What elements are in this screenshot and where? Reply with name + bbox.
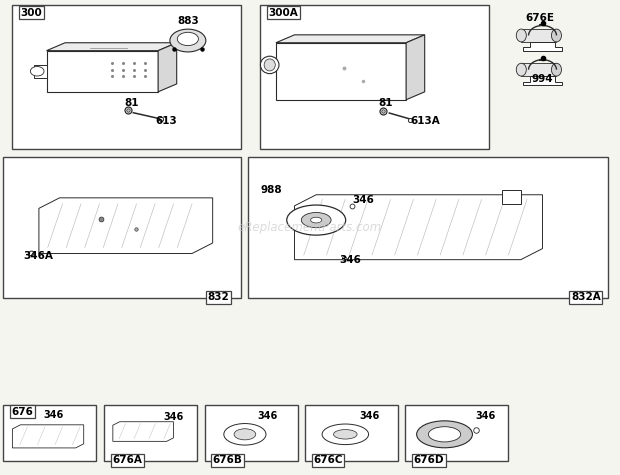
Polygon shape <box>12 425 84 448</box>
Text: 676E: 676E <box>526 12 555 23</box>
Ellipse shape <box>264 59 275 71</box>
Ellipse shape <box>516 29 526 42</box>
Text: 832A: 832A <box>571 292 601 302</box>
Ellipse shape <box>417 421 472 448</box>
Text: 300: 300 <box>20 8 42 18</box>
Polygon shape <box>276 35 425 43</box>
Ellipse shape <box>234 429 255 440</box>
Text: 346A: 346A <box>24 251 53 261</box>
Ellipse shape <box>322 424 368 445</box>
Ellipse shape <box>301 212 331 228</box>
Polygon shape <box>46 51 158 92</box>
Text: 346: 346 <box>359 411 379 421</box>
Bar <box>3 157 241 298</box>
Text: 81: 81 <box>378 98 392 108</box>
Text: 346: 346 <box>340 255 361 265</box>
Text: 988: 988 <box>260 185 282 195</box>
Ellipse shape <box>30 66 44 76</box>
Polygon shape <box>523 42 562 51</box>
Ellipse shape <box>334 429 357 439</box>
Polygon shape <box>521 63 556 76</box>
Ellipse shape <box>224 424 266 445</box>
Ellipse shape <box>428 427 461 442</box>
Text: 346: 346 <box>43 410 64 420</box>
Polygon shape <box>158 43 177 92</box>
Bar <box>12 5 241 149</box>
Text: 832: 832 <box>208 292 229 302</box>
Text: 346: 346 <box>257 411 278 421</box>
Text: eReplacementParts.com: eReplacementParts.com <box>238 220 382 234</box>
Text: 676: 676 <box>11 407 33 417</box>
Polygon shape <box>406 35 425 100</box>
Ellipse shape <box>551 29 562 42</box>
Bar <box>205 405 298 461</box>
Text: 346: 346 <box>476 411 496 421</box>
Text: 883: 883 <box>177 16 199 26</box>
Polygon shape <box>521 29 556 42</box>
Text: 81: 81 <box>124 98 138 108</box>
Text: 994: 994 <box>532 74 554 85</box>
Bar <box>104 405 197 461</box>
Text: 676A: 676A <box>112 456 142 466</box>
Polygon shape <box>294 195 542 260</box>
Text: 676B: 676B <box>213 456 242 466</box>
Ellipse shape <box>177 32 198 46</box>
Ellipse shape <box>286 205 346 235</box>
Text: 613: 613 <box>155 116 177 126</box>
Ellipse shape <box>551 63 562 76</box>
Polygon shape <box>523 76 562 86</box>
Ellipse shape <box>170 29 206 52</box>
Bar <box>502 190 521 204</box>
Text: 676D: 676D <box>414 456 444 466</box>
Bar <box>305 405 398 461</box>
Polygon shape <box>113 422 174 441</box>
Polygon shape <box>46 43 177 51</box>
Ellipse shape <box>311 217 322 223</box>
Bar <box>405 405 508 461</box>
Text: 346: 346 <box>163 412 184 422</box>
Ellipse shape <box>260 56 279 74</box>
Text: 613A: 613A <box>410 116 440 126</box>
Bar <box>260 5 489 149</box>
Polygon shape <box>276 43 406 100</box>
Bar <box>248 157 608 298</box>
Polygon shape <box>34 65 46 77</box>
Text: 346: 346 <box>352 195 374 205</box>
Text: 300A: 300A <box>268 8 298 18</box>
Ellipse shape <box>516 63 526 76</box>
Text: 676C: 676C <box>313 456 343 466</box>
Polygon shape <box>39 198 213 254</box>
Bar <box>3 405 96 461</box>
